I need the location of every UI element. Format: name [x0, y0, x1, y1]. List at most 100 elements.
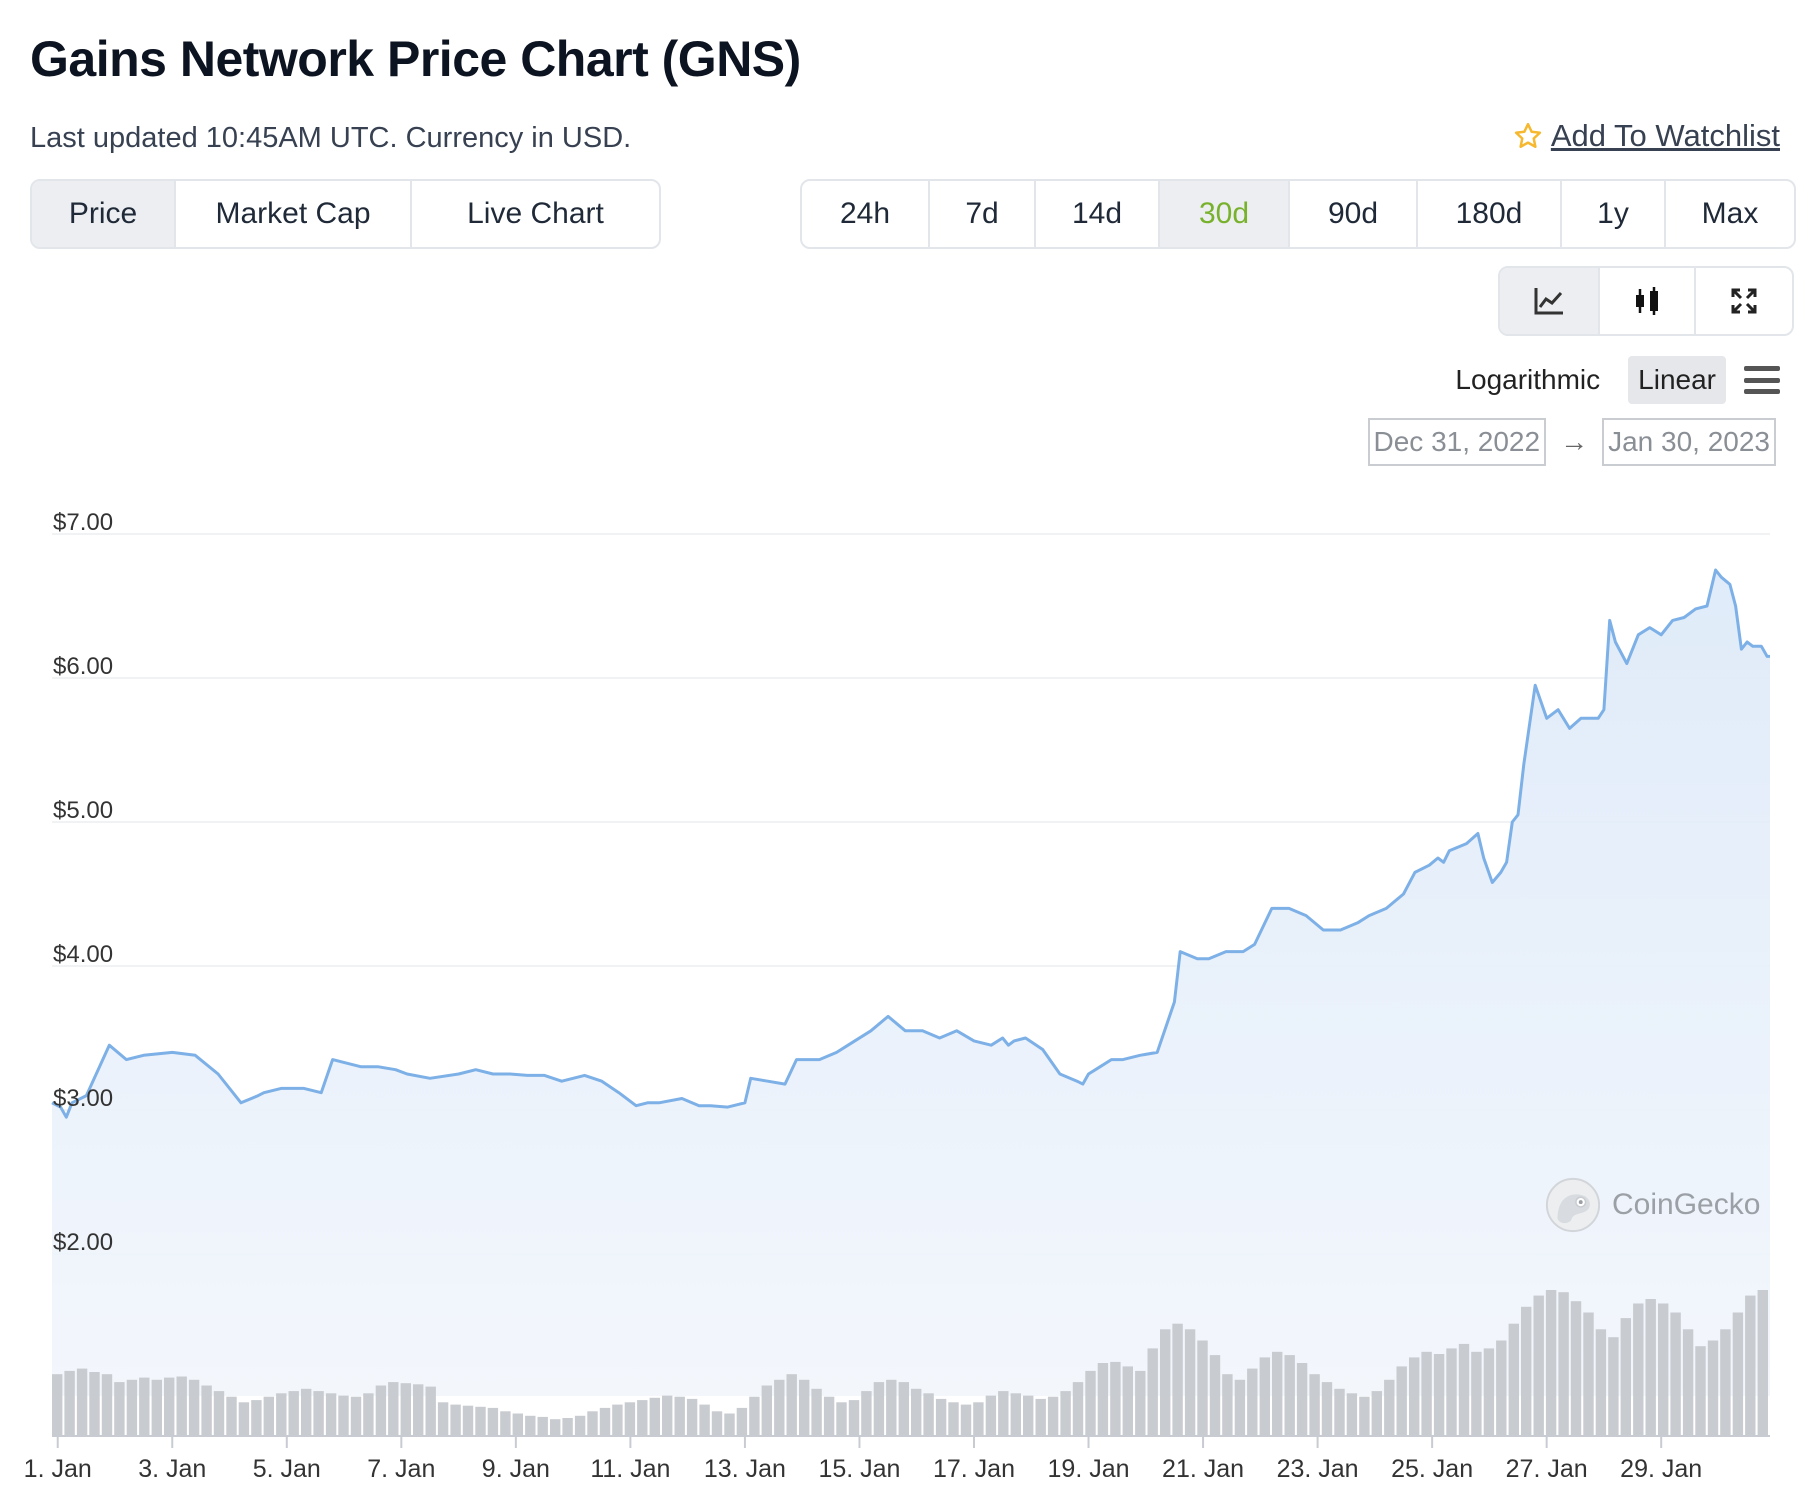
volume-bar — [1346, 1393, 1358, 1436]
volume-bar — [101, 1374, 113, 1436]
volume-bar — [662, 1395, 673, 1436]
volume-bar — [1272, 1351, 1283, 1436]
x-tick-label: 21. Jan — [1162, 1455, 1244, 1483]
volume-bar — [76, 1368, 88, 1436]
volume-bar — [1010, 1393, 1021, 1436]
volume-bar — [1471, 1351, 1482, 1436]
x-tick-label: 25. Jan — [1391, 1455, 1473, 1483]
volume-bar — [898, 1382, 909, 1436]
volume-bar — [960, 1404, 972, 1436]
volume-bar — [1433, 1354, 1445, 1436]
volume-bar — [674, 1396, 685, 1436]
volume-bar — [1309, 1374, 1320, 1436]
volume-bar — [1371, 1391, 1382, 1436]
volume-bar — [1023, 1395, 1034, 1436]
date-from-input[interactable]: Dec 31, 2022 — [1367, 418, 1547, 466]
range-90d[interactable]: 90d — [1290, 181, 1418, 247]
volume-bar — [1670, 1312, 1681, 1436]
range-180d[interactable]: 180d — [1418, 181, 1562, 247]
volume-bar — [774, 1379, 785, 1436]
tab-price[interactable]: Price — [32, 181, 176, 247]
volume-bar — [276, 1393, 287, 1436]
volume-bar — [736, 1407, 748, 1436]
x-tick-label: 9. Jan — [482, 1455, 550, 1483]
volume-bar — [1110, 1361, 1121, 1436]
volume-bar — [637, 1400, 648, 1436]
volume-bar — [649, 1397, 660, 1436]
volume-bar — [1047, 1396, 1059, 1436]
star-icon — [1514, 122, 1541, 148]
hamburger-menu-icon[interactable] — [1744, 366, 1780, 394]
volume-bar — [1072, 1382, 1084, 1436]
volume-bar — [1757, 1290, 1768, 1436]
x-tick-label: 3. Jan — [138, 1455, 206, 1483]
volume-bar — [998, 1391, 1009, 1436]
volume-bar — [475, 1406, 486, 1436]
volume-bar — [562, 1418, 573, 1436]
candlestick-button[interactable] — [1600, 268, 1696, 334]
y-tick-label: $6.00 — [53, 653, 113, 680]
date-to-input[interactable]: Jan 30, 2023 — [1602, 418, 1776, 466]
scale-logarithmic-option[interactable]: Logarithmic — [1455, 364, 1601, 395]
volume-bar — [1060, 1391, 1071, 1436]
range-1y[interactable]: 1y — [1562, 181, 1666, 247]
chart-type-toggle — [1498, 266, 1794, 336]
volume-bar — [1533, 1295, 1544, 1436]
volume-bar — [1658, 1303, 1669, 1436]
volume-bar — [1421, 1351, 1432, 1436]
range-7d[interactable]: 7d — [930, 181, 1036, 247]
volume-bar — [325, 1393, 337, 1436]
fullscreen-button[interactable] — [1696, 268, 1792, 334]
volume-bar — [1197, 1340, 1208, 1436]
volume-bar — [400, 1383, 411, 1436]
volume-bar — [1122, 1366, 1133, 1436]
volume-bar — [861, 1391, 872, 1436]
volume-bar — [1359, 1396, 1370, 1436]
tab-market-cap[interactable]: Market Cap — [176, 181, 412, 247]
y-tick-label: $7.00 — [53, 509, 113, 536]
volume-bar — [139, 1377, 150, 1436]
tab-live-chart[interactable]: Live Chart — [467, 197, 604, 230]
range-24h[interactable]: 24h — [802, 181, 930, 247]
volume-bar — [1222, 1374, 1233, 1436]
x-tick-label: 23. Jan — [1277, 1455, 1359, 1483]
add-to-watchlist-link[interactable]: Add To Watchlist — [1513, 118, 1780, 154]
volume-bar — [512, 1413, 523, 1436]
arrow-right-icon: → — [1560, 426, 1589, 457]
volume-bar — [761, 1385, 772, 1436]
volume-bar — [1172, 1323, 1183, 1436]
volume-bar — [450, 1404, 461, 1436]
volume-bar — [251, 1400, 262, 1436]
volume-bar — [1035, 1398, 1046, 1436]
range-max[interactable]: Max — [1701, 197, 1759, 230]
y-tick-label: $5.00 — [53, 797, 113, 824]
volume-bar — [911, 1388, 922, 1436]
volume-bar — [164, 1377, 175, 1436]
volume-bar — [574, 1415, 586, 1436]
volume-bar — [1396, 1366, 1407, 1436]
volume-bar — [1209, 1355, 1221, 1436]
volume-bar — [487, 1407, 499, 1436]
volume-bar — [301, 1388, 312, 1436]
range-14d[interactable]: 14d — [1036, 181, 1160, 247]
volume-bar — [1521, 1306, 1532, 1436]
volume-bar — [64, 1370, 75, 1436]
volume-bar — [375, 1385, 387, 1436]
scale-selector: Logarithmic Linear — [1445, 356, 1780, 404]
volume-bar — [1384, 1379, 1395, 1436]
scale-linear-option[interactable]: Linear — [1628, 356, 1726, 404]
watermark-text: CoinGecko — [1612, 1188, 1761, 1221]
range-30d[interactable]: 30d — [1160, 181, 1290, 247]
coingecko-logo-icon — [1545, 1177, 1601, 1233]
volume-bar — [973, 1402, 984, 1436]
volume-bar — [587, 1411, 598, 1436]
volume-bar — [1496, 1340, 1507, 1436]
volume-bar — [425, 1386, 436, 1436]
volume-bar — [151, 1379, 162, 1436]
volume-bar — [1160, 1329, 1171, 1436]
line-chart-button[interactable] — [1500, 268, 1600, 334]
volume-bar — [1720, 1329, 1731, 1436]
volume-bar — [213, 1391, 225, 1436]
volume-bar — [462, 1405, 474, 1436]
volume-bar — [1458, 1343, 1470, 1436]
